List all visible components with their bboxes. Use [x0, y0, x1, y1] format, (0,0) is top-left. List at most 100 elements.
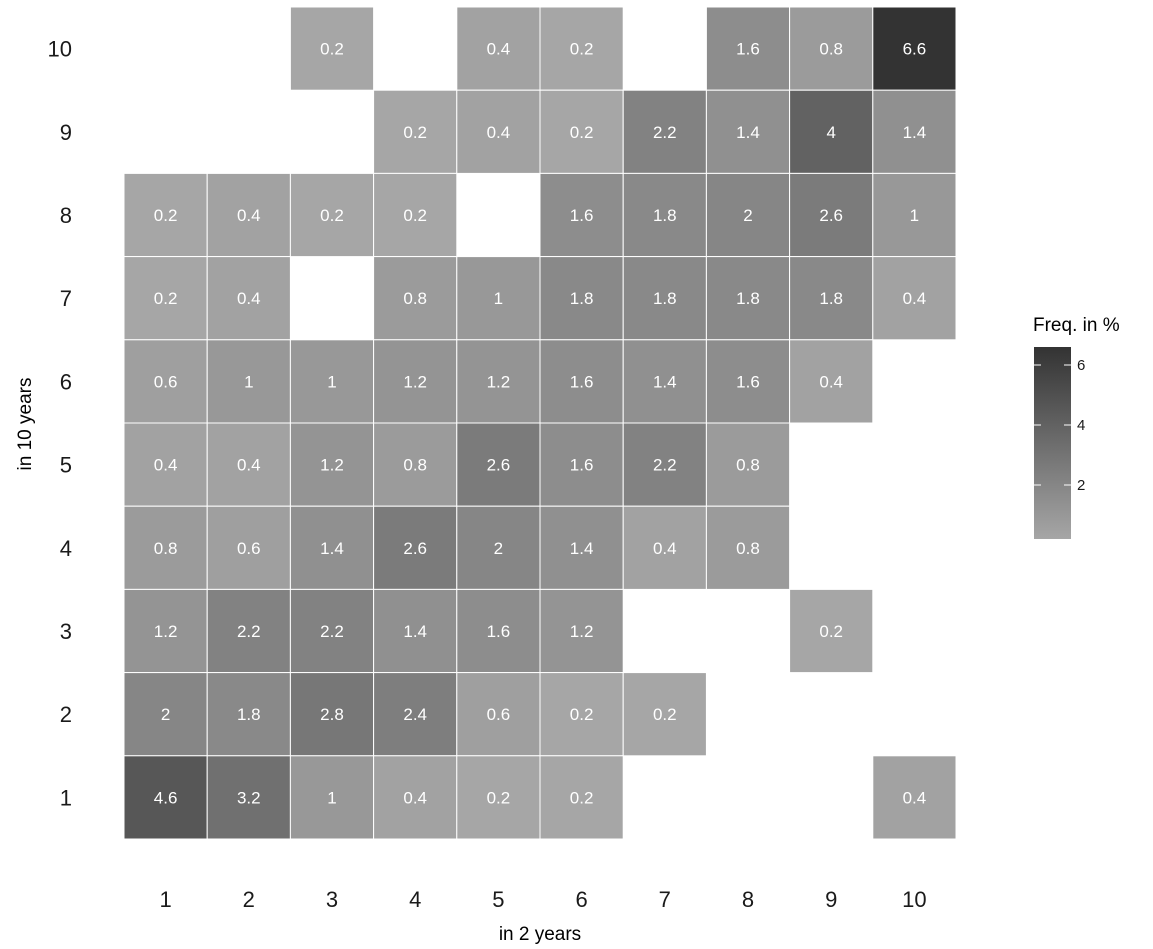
y-tick-label: 10 — [48, 37, 72, 62]
cell-value-label: 1.8 — [653, 289, 677, 308]
cell-value-label: 0.4 — [403, 788, 427, 807]
heatmap-cell — [622, 172, 707, 258]
cell-value-label: 1.4 — [403, 622, 427, 641]
heatmap-cell — [872, 6, 957, 91]
cell-value-label: 1.2 — [487, 372, 511, 391]
heatmap-cell — [622, 256, 707, 341]
cell-value-label: 0.4 — [237, 206, 261, 225]
cell-value-label: 0.2 — [154, 206, 178, 225]
legend-colorbar — [1034, 347, 1071, 539]
heatmap-cell — [705, 339, 791, 424]
y-tick-label: 4 — [60, 536, 72, 561]
heatmap-cell — [789, 172, 874, 258]
cell-value-label: 0.4 — [237, 456, 261, 475]
x-axis-ticks: 1 2 3 4 5 6 7 8 9 10 — [159, 887, 926, 912]
heatmap-cell — [456, 422, 541, 507]
cell-value-label: 0.4 — [819, 372, 843, 391]
cell-value-label: 2 — [161, 705, 170, 724]
cell-value-label: 0.2 — [570, 788, 594, 807]
cell-value-label: 1.2 — [403, 372, 427, 391]
heatmap-cell — [289, 505, 375, 590]
cell-value-label: 1.4 — [903, 123, 927, 142]
heatmap-cell — [872, 172, 957, 258]
heatmap-cell — [456, 6, 541, 91]
cell-value-label: 0.2 — [154, 289, 178, 308]
heatmap-cell — [456, 588, 541, 674]
heatmap-cell — [123, 755, 208, 840]
cell-value-label: 1.4 — [320, 539, 344, 558]
x-tick-label: 3 — [326, 887, 338, 912]
heatmap-cell — [123, 256, 208, 341]
x-tick-label: 9 — [825, 887, 837, 912]
heatmap-cell — [622, 422, 707, 507]
cell-value-label: 2.2 — [653, 456, 677, 475]
heatmap-cells — [123, 6, 957, 840]
cell-value-label: 0.2 — [570, 705, 594, 724]
heatmap-cell — [373, 755, 458, 840]
heatmap-cell — [123, 672, 208, 757]
cell-value-label: 1.2 — [320, 456, 344, 475]
legend-tick-label: 4 — [1077, 417, 1085, 434]
cell-value-label: 0.4 — [903, 788, 927, 807]
heatmap-cell — [705, 6, 791, 91]
heatmap-cell — [123, 172, 208, 258]
heatmap-cell — [539, 172, 624, 258]
cell-value-label: 0.2 — [819, 622, 843, 641]
heatmap-cell — [206, 256, 291, 341]
cell-value-label: 4 — [826, 123, 835, 142]
cell-value-label: 1.6 — [570, 372, 594, 391]
legend-ticks: 2 4 6 — [1034, 357, 1085, 494]
cell-value-label: 0.4 — [237, 289, 261, 308]
cell-value-label: 0.2 — [487, 788, 511, 807]
cell-value-label: 0.6 — [237, 539, 261, 558]
heatmap-cell — [123, 588, 208, 674]
heatmap-cell — [539, 256, 624, 341]
cell-value-label: 0.6 — [154, 372, 178, 391]
heatmap-cell — [289, 6, 375, 91]
cell-value-label: 2.8 — [320, 705, 344, 724]
heatmap-cell — [705, 256, 791, 341]
y-tick-label: 1 — [60, 785, 72, 810]
y-tick-label: 2 — [60, 702, 72, 727]
y-tick-label: 3 — [60, 619, 72, 644]
cell-value-label: 1 — [327, 372, 336, 391]
cell-value-label: 2.2 — [237, 622, 261, 641]
x-tick-label: 6 — [575, 887, 587, 912]
x-tick-label: 10 — [902, 887, 926, 912]
cell-value-label: 0.4 — [154, 456, 178, 475]
y-tick-label: 7 — [60, 286, 72, 311]
y-tick-label: 6 — [60, 369, 72, 394]
heatmap-cell — [539, 505, 624, 590]
heatmap-cell-labels: 0.2 0.4 0.2 1.6 0.8 6.6 0.2 0.4 0.2 2.2 1.4 4 1.4 0.2… — [154, 40, 926, 808]
x-axis-title: in 2 years — [499, 924, 581, 945]
x-tick-label: 2 — [243, 887, 255, 912]
x-tick-label: 7 — [659, 887, 671, 912]
heatmap-cell — [206, 755, 291, 840]
heatmap-cell — [705, 172, 791, 258]
cell-value-label: 1.8 — [237, 705, 261, 724]
y-tick-label: 8 — [60, 203, 72, 228]
heatmap-cell — [373, 256, 458, 341]
cell-value-label: 0.8 — [819, 40, 843, 59]
heatmap-cell — [289, 755, 375, 840]
cell-value-label: 0.8 — [403, 289, 427, 308]
heatmap-cell — [622, 672, 707, 757]
heatmap-cell — [456, 672, 541, 757]
heatmap-cell — [373, 339, 458, 424]
heatmap-cell — [289, 672, 375, 757]
cell-value-label: 0.2 — [403, 206, 427, 225]
cell-value-label: 2 — [743, 206, 752, 225]
cell-value-label: 0.2 — [570, 40, 594, 59]
cell-value-label: 1.8 — [819, 289, 843, 308]
cell-value-label: 1.8 — [736, 289, 760, 308]
heatmap-cell — [622, 505, 707, 590]
cell-value-label: 1.4 — [736, 123, 760, 142]
cell-value-label: 1.4 — [653, 372, 677, 391]
heatmap-cell — [373, 672, 458, 757]
cell-value-label: 0.4 — [903, 289, 927, 308]
heatmap-cell — [872, 755, 957, 840]
cell-value-label: 0.8 — [154, 539, 178, 558]
cell-value-label: 1 — [327, 788, 336, 807]
heatmap-cell — [789, 89, 874, 174]
